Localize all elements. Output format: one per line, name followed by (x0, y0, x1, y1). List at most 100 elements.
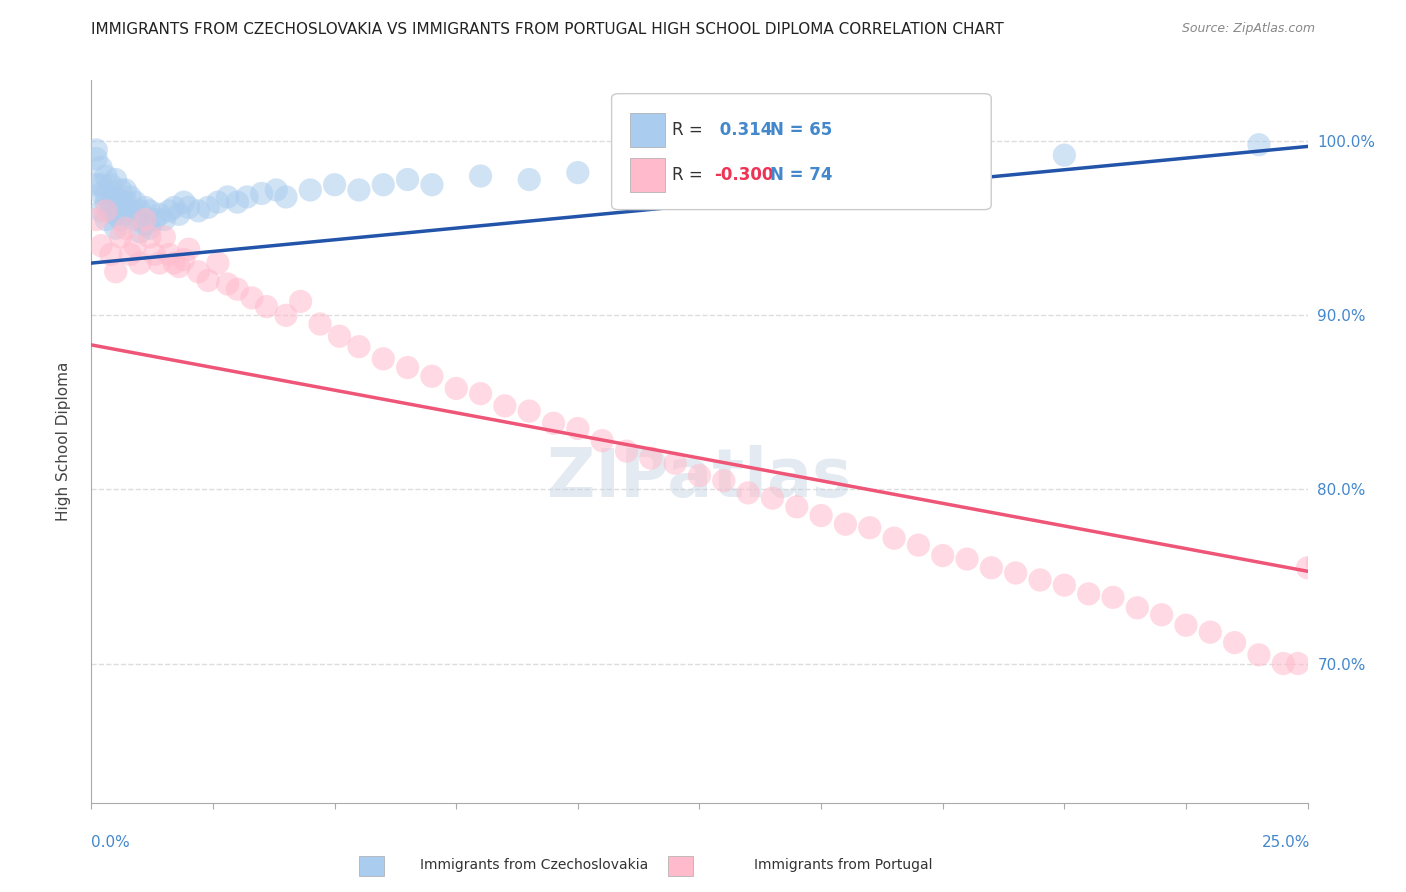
Point (90, 186, 112, 201)
Point (328, 329, 350, 343)
Point (226, 195, 249, 210)
Point (197, 273, 219, 287)
Point (110, 195, 132, 210)
Point (907, 538, 929, 552)
Point (100, 195, 122, 210)
Point (148, 256, 170, 270)
Point (309, 317, 332, 331)
Point (444, 381, 467, 395)
Point (110, 230, 132, 244)
Point (134, 218, 156, 232)
Point (207, 256, 229, 270)
Point (226, 282, 249, 296)
Point (396, 360, 419, 375)
Text: Source: ZipAtlas.com: Source: ZipAtlas.com (1181, 22, 1315, 36)
Point (163, 200, 186, 214)
Point (129, 225, 152, 239)
Point (1247, 648, 1270, 662)
Point (84, 143, 107, 157)
Point (859, 155, 882, 169)
Point (1296, 561, 1319, 575)
Point (114, 195, 136, 210)
Y-axis label: High School Diploma: High School Diploma (56, 362, 70, 521)
Point (84, 152, 107, 166)
Point (104, 265, 127, 279)
Text: Immigrants from Czechoslovakia: Immigrants from Czechoslovakia (420, 858, 648, 872)
Point (470, 386, 492, 401)
Point (640, 451, 662, 466)
Point (517, 404, 540, 418)
Point (94, 169, 117, 183)
Point (187, 203, 209, 218)
Point (1272, 657, 1295, 671)
Point (1077, 587, 1099, 601)
Point (100, 247, 122, 261)
Point (90, 238, 112, 252)
Point (688, 468, 710, 483)
Point (834, 517, 856, 532)
Point (157, 203, 180, 218)
Point (373, 351, 395, 366)
Point (94, 195, 117, 210)
Point (373, 178, 395, 192)
Point (250, 186, 273, 201)
Point (616, 444, 638, 458)
Point (187, 265, 209, 279)
Point (134, 200, 156, 214)
Point (129, 203, 152, 218)
Point (396, 172, 419, 186)
Point (786, 500, 808, 514)
Point (240, 291, 263, 305)
Point (1199, 625, 1222, 640)
Point (120, 247, 142, 261)
Point (173, 252, 195, 267)
Point (299, 183, 322, 197)
Point (114, 221, 136, 235)
Point (956, 552, 979, 566)
Point (153, 212, 176, 227)
Point (100, 203, 122, 218)
Point (931, 549, 953, 563)
Point (1150, 607, 1173, 622)
Point (517, 172, 540, 186)
Point (124, 195, 146, 210)
Point (129, 256, 152, 270)
Text: R =: R = (672, 121, 709, 139)
Point (104, 221, 127, 235)
Point (104, 190, 127, 204)
Point (713, 474, 735, 488)
Point (274, 308, 297, 322)
Point (143, 247, 166, 261)
Text: ZIPatlas: ZIPatlas (547, 445, 852, 510)
Point (737, 486, 759, 500)
Point (167, 207, 190, 221)
Point (347, 183, 370, 197)
Point (1102, 591, 1125, 605)
Point (543, 417, 565, 431)
Point (90, 178, 112, 192)
Point (470, 169, 492, 183)
Point (664, 456, 686, 470)
Point (256, 300, 278, 314)
Text: R =: R = (672, 166, 709, 184)
Point (859, 521, 882, 535)
Point (110, 212, 132, 227)
Point (1223, 635, 1246, 649)
Point (163, 256, 186, 270)
Point (290, 294, 312, 309)
Point (236, 190, 259, 204)
Text: N = 74: N = 74 (770, 166, 832, 184)
Point (1126, 600, 1149, 615)
Point (207, 195, 229, 210)
Point (157, 247, 180, 261)
Point (217, 190, 239, 204)
Point (94, 186, 117, 201)
Text: Immigrants from Portugal: Immigrants from Portugal (755, 858, 932, 872)
Point (139, 203, 162, 218)
Point (217, 277, 239, 291)
Point (1004, 566, 1026, 580)
Point (274, 190, 297, 204)
Point (124, 238, 146, 252)
Point (104, 172, 127, 186)
Point (114, 183, 136, 197)
